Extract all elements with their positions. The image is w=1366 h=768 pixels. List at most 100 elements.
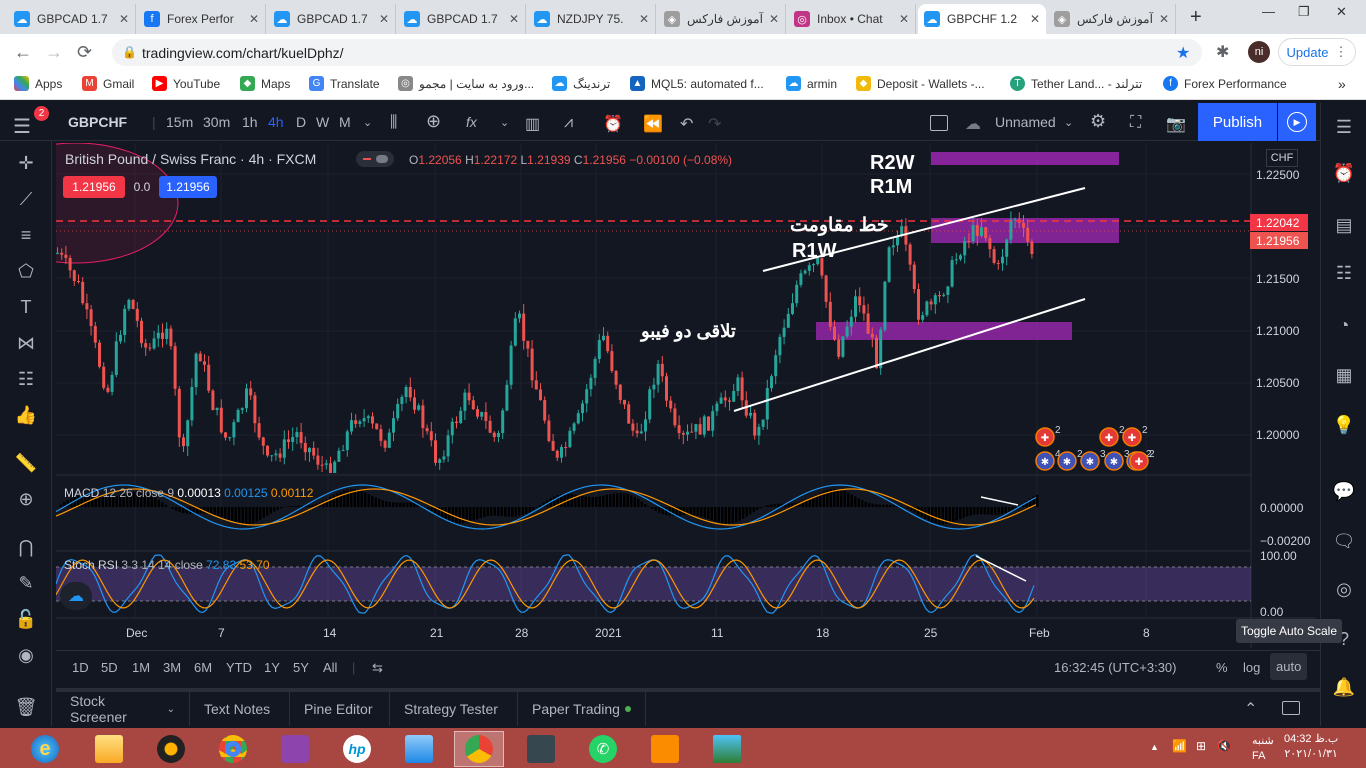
browser-tab[interactable]: ☁ NZDJPY 75. ✕ bbox=[528, 4, 656, 34]
fib-lines-icon[interactable]: ≡ bbox=[20, 225, 32, 245]
bookmark-mql5[interactable]: ▲ MQL5: automated f... bbox=[630, 76, 764, 91]
layout-name[interactable]: Unnamed bbox=[995, 114, 1056, 130]
annotation-r1w[interactable]: R1W bbox=[792, 240, 837, 262]
close-tab-icon[interactable]: ✕ bbox=[378, 12, 389, 26]
text-tool-icon[interactable]: T bbox=[20, 297, 32, 317]
ellipse-drawing[interactable] bbox=[56, 143, 179, 264]
bookmark-trending[interactable]: ☁ ترندینگ bbox=[552, 76, 610, 91]
notifications-bell-icon[interactable]: 🔔 bbox=[1332, 677, 1356, 697]
bookmark-maps[interactable]: ◆ Maps bbox=[240, 76, 290, 91]
stoch-legend[interactable]: Stoch RSI 3 3 14 14 close 72.83 53.70 bbox=[64, 558, 270, 572]
alert-icon[interactable]: ⏰ bbox=[603, 116, 623, 133]
calendar-list-icon[interactable]: ☷ bbox=[1335, 263, 1353, 283]
taskbar-explorer[interactable] bbox=[84, 731, 134, 767]
taskbar-media[interactable] bbox=[146, 731, 196, 767]
language-indicator[interactable]: FA bbox=[1252, 750, 1266, 762]
templates-icon[interactable]: ⩘ bbox=[564, 114, 574, 131]
signal-icon[interactable]: 📶 bbox=[1172, 739, 1187, 753]
alarm-clock-icon[interactable]: ⏰ bbox=[1332, 163, 1356, 183]
indicators-dropdown-icon[interactable]: ⌄ bbox=[500, 117, 510, 129]
ruler-icon[interactable]: 📏 bbox=[14, 453, 38, 473]
clock-time[interactable]: 16:32:45 (UTC+3:30) bbox=[1054, 660, 1177, 675]
legend-toggle[interactable] bbox=[356, 151, 394, 167]
interval-dropdown-icon[interactable]: ⌄ bbox=[363, 117, 373, 129]
browser-tab[interactable]: ☁ GBPCAD 1.7 ✕ bbox=[268, 4, 396, 34]
range-1m[interactable]: 1M bbox=[132, 660, 151, 675]
stoch-divergence-line[interactable] bbox=[975, 555, 1027, 582]
back-arrow-icon[interactable]: ← bbox=[14, 42, 32, 62]
close-tab-icon[interactable]: ✕ bbox=[118, 12, 129, 26]
tab-paper-trading[interactable]: Paper Trading bbox=[518, 692, 646, 726]
interval-m[interactable]: M bbox=[339, 114, 351, 130]
network-icon[interactable]: ⊞ bbox=[1196, 739, 1207, 753]
bookmark-star-icon[interactable]: ★ bbox=[1176, 45, 1191, 62]
taskbar-screenshot[interactable] bbox=[516, 731, 566, 767]
publish-button[interactable]: Publish bbox=[1198, 103, 1277, 141]
range-3m[interactable]: 3M bbox=[163, 660, 182, 675]
new-tab-button[interactable]: + bbox=[1190, 6, 1202, 28]
range-5d[interactable]: 5D bbox=[101, 660, 118, 675]
range-5y[interactable]: 5Y bbox=[293, 660, 309, 675]
bookmark-youtube[interactable]: ▶ YouTube bbox=[152, 76, 220, 91]
bookmark-gmail[interactable]: M Gmail bbox=[82, 76, 134, 91]
settings-gear-icon[interactable]: ⚙ bbox=[1090, 111, 1107, 131]
sell-button[interactable]: 1.21956 bbox=[63, 176, 125, 198]
undo-icon[interactable]: ↶ bbox=[680, 116, 694, 133]
range-ytd[interactable]: YTD bbox=[226, 660, 252, 675]
bookmark-tetherland[interactable]: T Tether Land... - تترلند bbox=[1010, 76, 1142, 91]
event-flag-icon[interactable] bbox=[1129, 451, 1149, 471]
close-tab-icon[interactable]: ✕ bbox=[508, 12, 519, 26]
collapse-panel-icon[interactable]: ⌃ bbox=[1244, 701, 1258, 718]
magnet-icon[interactable]: ⋂ bbox=[18, 537, 34, 557]
financials-icon[interactable]: ▥ bbox=[525, 116, 541, 133]
event-flag-icon[interactable] bbox=[1035, 427, 1055, 447]
browser-tab[interactable]: ◎ Inbox • Chat ✕ bbox=[788, 4, 916, 34]
browser-tab[interactable]: f Forex Perfor ✕ bbox=[138, 4, 266, 34]
taskbar-ie[interactable]: e bbox=[20, 731, 70, 767]
volume-muted-icon[interactable]: 🔇 bbox=[1217, 739, 1232, 753]
event-flag-icon[interactable] bbox=[1099, 427, 1119, 447]
cloud-icon[interactable]: ☁ bbox=[965, 116, 981, 133]
goto-date-icon[interactable]: ⇆ bbox=[372, 660, 383, 675]
currency-label[interactable]: CHF bbox=[1266, 149, 1298, 167]
bookmark-apps[interactable]: Apps bbox=[14, 76, 62, 91]
range-6m[interactable]: 6M bbox=[194, 660, 213, 675]
close-window-button[interactable]: ✕ bbox=[1336, 4, 1347, 19]
update-button[interactable]: Update ⋮ bbox=[1278, 38, 1356, 66]
browser-tab[interactable]: ☁ GBPCAD 1.7 ✕ bbox=[398, 4, 526, 34]
menu-hamburger-icon[interactable]: ☰ bbox=[13, 116, 31, 138]
taskbar-video[interactable] bbox=[640, 731, 690, 767]
calendar-icon[interactable]: ▦ bbox=[1335, 365, 1353, 385]
event-flag-icon[interactable] bbox=[1104, 451, 1124, 471]
taskbar-app[interactable] bbox=[270, 731, 320, 767]
hide-drawings-icon[interactable]: ◉ bbox=[18, 645, 34, 665]
help-icon[interactable]: ? bbox=[1338, 629, 1349, 649]
browser-tab[interactable]: ☁ GBPCHF 1.2 ✕ bbox=[918, 4, 1046, 34]
shapes-icon[interactable]: ⬠ bbox=[18, 261, 34, 281]
chat-icon[interactable]: 💬 bbox=[1332, 481, 1356, 501]
lock-drawings-icon[interactable]: 🔓 bbox=[14, 609, 38, 629]
price-chart[interactable]: ✚2✱4✱2✱3✚2✱3✚2✱2✚2 bbox=[56, 143, 1316, 648]
close-tab-icon[interactable]: ✕ bbox=[768, 12, 779, 26]
taskbar-chrome-active[interactable] bbox=[454, 731, 504, 767]
taskbar-chrome[interactable] bbox=[208, 731, 258, 767]
fibo-zone[interactable] bbox=[816, 322, 1072, 340]
browser-tab[interactable]: ☁ GBPCAD 1.7 ✕ bbox=[8, 4, 136, 34]
browser-tab[interactable]: ◈ آموزش فارکس ✕ bbox=[1048, 4, 1176, 34]
macd-divergence-line[interactable] bbox=[980, 496, 1019, 506]
close-tab-icon[interactable]: ✕ bbox=[248, 12, 259, 26]
symbol-legend[interactable]: British Pound / Swiss Franc · 4h · FXCM bbox=[65, 151, 316, 167]
bookmark-armin[interactable]: ☁ armin bbox=[786, 76, 837, 91]
browser-tab[interactable]: ◈ آموزش فارکس ✕ bbox=[658, 4, 786, 34]
forward-arrow-icon[interactable]: → bbox=[45, 42, 63, 62]
range-1y[interactable]: 1Y bbox=[264, 660, 280, 675]
close-tab-icon[interactable]: ✕ bbox=[638, 12, 649, 26]
annotation-resistance[interactable]: خط مقاومت bbox=[790, 215, 889, 236]
profile-avatar[interactable]: ni bbox=[1248, 41, 1270, 63]
event-flag-icon[interactable] bbox=[1122, 427, 1142, 447]
annotation-fibo[interactable]: تلاقی دو فیبو bbox=[641, 321, 736, 341]
tab-text-notes[interactable]: Text Notes bbox=[190, 692, 290, 726]
data-window-icon[interactable]: ▤ bbox=[1335, 215, 1353, 235]
taskbar-whatsapp[interactable]: ✆ bbox=[578, 731, 628, 767]
tray-arrow-icon[interactable]: ▲ bbox=[1150, 742, 1159, 752]
